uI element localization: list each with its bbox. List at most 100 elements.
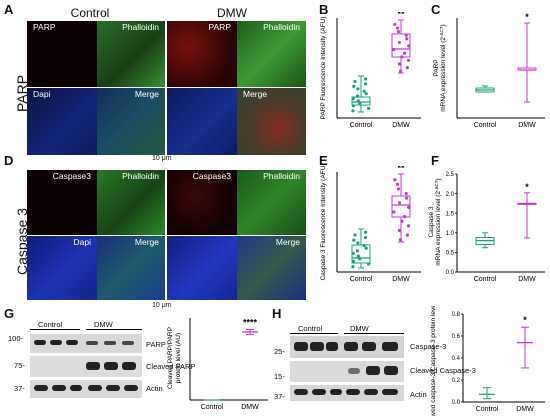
data-point (398, 69, 403, 73)
data-point (356, 241, 360, 245)
x-tick-label: DMW (241, 404, 259, 411)
data-point (356, 87, 360, 91)
data-point (366, 106, 371, 110)
y-tick-label: 0.8 (452, 312, 461, 318)
x-tick-label: DMW (516, 406, 534, 413)
y-tick-label: 1.0 (446, 231, 455, 237)
blot-g-marker-3: 37- (14, 384, 25, 393)
data-point (400, 55, 404, 59)
data-point (407, 44, 411, 48)
data-point (407, 205, 411, 209)
x-tick-label: DMW (518, 276, 536, 283)
y-tick-label: 0.4 (452, 356, 461, 362)
chart-c: Control DMW * PARP mRNA expression level (2-… (433, 12, 545, 129)
data-point (351, 96, 355, 101)
data-point (353, 233, 357, 237)
blot-h-marker-3: 37- (274, 392, 285, 401)
y-tick-label: 2.5 (446, 172, 455, 178)
data-point (396, 30, 401, 34)
micrograph-dmw-merge-2: Merge (237, 236, 306, 300)
y-tick-label: 0.2 (452, 378, 461, 384)
data-point (400, 219, 404, 223)
x-tick-label: DMW (392, 122, 410, 129)
y-tick-label: 0.6 (452, 334, 461, 340)
chart-e: Control DMW ** Caspase 3 Fluorescence Inten… (320, 166, 421, 283)
y-tick-label: 0.5 (446, 251, 455, 257)
data-point (393, 22, 397, 27)
blot-h: Control DMW (290, 322, 408, 402)
micrograph-dmw-parp: PARP (167, 21, 237, 87)
data-point (405, 196, 409, 200)
data-point (363, 230, 368, 234)
data-point (355, 249, 360, 253)
scale-bar-label: 10 μm (152, 155, 172, 162)
micrograph-control-merge-2: Merge (97, 236, 165, 300)
chart-g: Control DMW **** Cleaved PARP/PARP protein l… (167, 317, 268, 411)
x-tick-label: DMW (518, 122, 536, 129)
data-point (351, 259, 355, 263)
blot-h-marker-1: 25- (274, 347, 285, 356)
y-tick-label: 1.5 (446, 211, 455, 217)
panel-label-g: G (4, 306, 15, 321)
y-axis-label-line2: mRNA expression level (2-ΔCT) (439, 24, 447, 111)
y-tick-label: 2.0 (446, 192, 455, 198)
blot-g-group-control: Control (38, 320, 63, 329)
chart-h: 0.0 0.2 0.4 0.6 0.8 Control DMW * Cleaved caspas… (430, 306, 545, 416)
micrograph-control-parp: PARP (27, 21, 97, 87)
data-point (392, 48, 396, 52)
data-point (397, 40, 402, 45)
scale-bar-label-2: 10 μm (152, 302, 172, 309)
panel-label-h: H (272, 306, 282, 321)
x-tick-label: Control (474, 122, 497, 129)
blot-g-row-parp: PARP (146, 340, 166, 349)
x-tick-label: Control (474, 276, 497, 283)
micrograph-dmw-dapi-2 (167, 236, 237, 300)
data-point (404, 191, 408, 196)
data-point (351, 265, 355, 269)
data-point (397, 228, 401, 233)
data-point (364, 92, 368, 96)
data-point (352, 238, 356, 242)
data-point (363, 235, 368, 240)
column-header-dmw: DMW (217, 6, 247, 20)
chart-f: 0.0 0.5 1.0 1.5 2.0 2.5 Control DMW * Caspase 3 mR… (428, 172, 545, 283)
x-tick-label: Control (201, 404, 224, 411)
chart-b: Control DMW ** PARP Fluorescence Intensity … (320, 12, 421, 129)
data-point (358, 101, 362, 106)
data-point (406, 224, 411, 228)
data-point (402, 215, 407, 219)
y-tick-label: 0.0 (452, 400, 461, 406)
data-point (366, 262, 371, 266)
blot-h-group-dmw: DMW (350, 324, 369, 333)
blot-h-row-actin: Actin (410, 390, 427, 399)
blot-h-marker-2: 15- (274, 372, 285, 381)
blot-g-group-dmw: DMW (94, 320, 113, 329)
x-tick-label: Control (350, 122, 373, 129)
data-point (352, 84, 356, 88)
data-point (363, 82, 368, 86)
y-axis-label-line1: Caspase 3 (428, 206, 435, 237)
y-axis-label-line2: protein level (AU) (175, 333, 182, 383)
data-point (351, 109, 355, 113)
data-point (398, 238, 403, 242)
data-point (397, 201, 402, 205)
blot-g-lane-actin (30, 380, 142, 398)
data-point (397, 62, 401, 66)
data-point (405, 66, 409, 70)
panel-label-c: C (431, 2, 441, 17)
data-point (395, 26, 400, 30)
blot-h-group-control: Control (298, 324, 323, 333)
data-point (405, 233, 409, 237)
blot-g-row-actin: Actin (146, 384, 163, 393)
data-point (392, 210, 396, 214)
data-point (404, 33, 408, 37)
micrograph-dmw-dapi (167, 88, 237, 155)
y-axis-label: Cleaved caspase-3/Caspase-3 protein leve… (430, 306, 437, 416)
significance-marker: ** (397, 12, 405, 19)
x-tick-label: DMW (392, 276, 410, 283)
blot-g-marker-2: 75- (14, 361, 25, 370)
micrograph-control-dapi: Dapi (27, 88, 97, 155)
blot-g-marker-1: 100- (8, 334, 24, 343)
panel-label-e: E (319, 153, 328, 168)
significance-marker: ** (397, 166, 405, 173)
